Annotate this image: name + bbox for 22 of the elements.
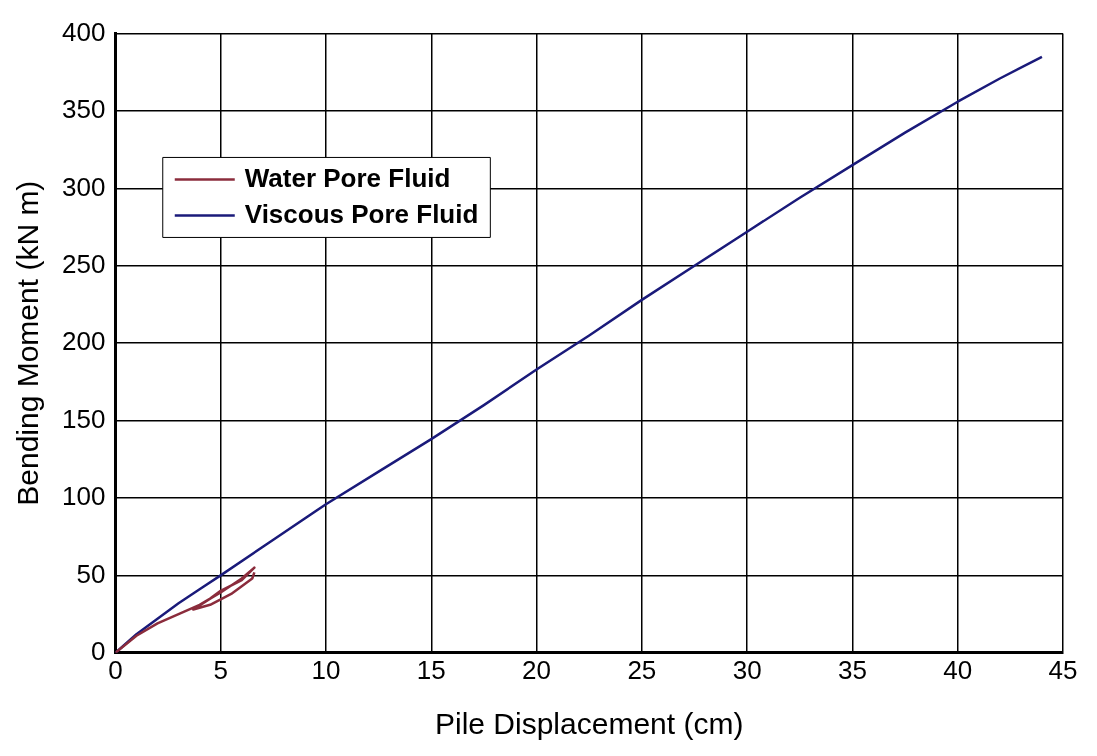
x-axis-title: Pile Displacement (cm): [434, 707, 744, 741]
x-tick-label: 5: [213, 654, 228, 685]
x-tick-label: 35: [837, 654, 867, 685]
legend-label: Viscous Pore Fluid: [244, 198, 479, 229]
y-axis-title: Bending Moment (kN m): [11, 180, 45, 506]
x-tick-label: 45: [1048, 654, 1078, 685]
x-tick-label: 30: [732, 654, 762, 685]
y-tick-label: 400: [61, 16, 106, 47]
x-tick-label: 15: [416, 654, 446, 685]
y-tick-label: 200: [61, 326, 106, 357]
y-tick-label: 250: [61, 248, 106, 279]
y-tick-label: 0: [90, 635, 106, 666]
y-tick-label: 350: [61, 94, 106, 125]
x-tick-label: 25: [627, 654, 657, 685]
x-tick-label: 40: [943, 654, 973, 685]
y-tick-label: 50: [76, 558, 106, 589]
x-tick-label: 10: [311, 654, 341, 685]
y-tick-label: 150: [61, 403, 106, 434]
legend-label: Water Pore Fluid: [244, 162, 451, 193]
y-tick-label: 100: [61, 481, 106, 512]
x-tick-label: 20: [522, 654, 552, 685]
y-tick-label: 300: [61, 171, 106, 202]
